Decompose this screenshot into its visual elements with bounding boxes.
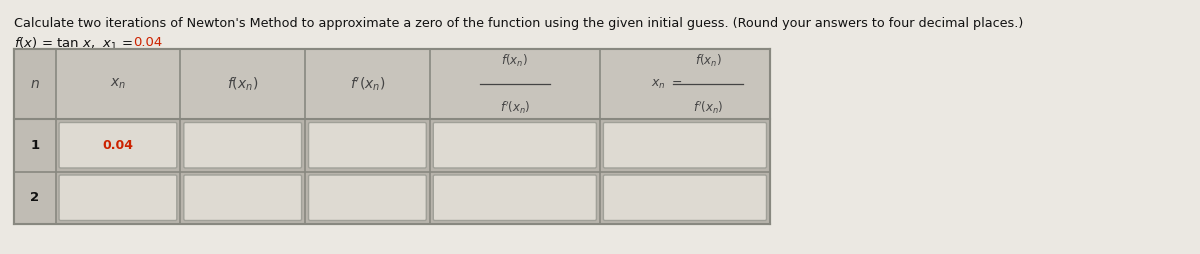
Text: 0.04: 0.04 (133, 36, 162, 49)
FancyBboxPatch shape (308, 175, 426, 220)
Text: $f'(x_n)$: $f'(x_n)$ (499, 99, 530, 116)
FancyBboxPatch shape (59, 175, 176, 220)
Text: $f(x)$ = tan $x$,  $x_1$ =: $f(x)$ = tan $x$, $x_1$ = (14, 36, 134, 52)
Bar (14, 49, 770, 224)
Bar (14, 49, 770, 119)
FancyBboxPatch shape (604, 122, 767, 168)
Text: $f(x_n)$: $f(x_n)$ (502, 53, 528, 69)
Bar (14, 171, 770, 224)
Text: $x_n\ -$: $x_n\ -$ (652, 77, 683, 90)
FancyBboxPatch shape (433, 175, 596, 220)
Text: $n$: $n$ (30, 77, 40, 91)
FancyBboxPatch shape (59, 122, 176, 168)
Text: Calculate two iterations of Newton's Method to approximate a zero of the functio: Calculate two iterations of Newton's Met… (14, 17, 1024, 30)
Text: 1: 1 (30, 139, 40, 152)
Text: $f(x_n)$: $f(x_n)$ (227, 75, 258, 93)
FancyBboxPatch shape (433, 122, 596, 168)
Bar (14, 49, 55, 224)
Text: $f(x_n)$: $f(x_n)$ (695, 53, 721, 69)
Text: $f'(x_n)$: $f'(x_n)$ (349, 75, 385, 93)
Text: $x_n$: $x_n$ (110, 77, 126, 91)
FancyBboxPatch shape (184, 122, 301, 168)
Text: 2: 2 (30, 191, 40, 204)
Text: 0.04: 0.04 (102, 139, 133, 152)
FancyBboxPatch shape (604, 175, 767, 220)
Bar (14, 119, 770, 171)
FancyBboxPatch shape (184, 175, 301, 220)
FancyBboxPatch shape (308, 122, 426, 168)
Text: $f'(x_n)$: $f'(x_n)$ (694, 99, 724, 116)
